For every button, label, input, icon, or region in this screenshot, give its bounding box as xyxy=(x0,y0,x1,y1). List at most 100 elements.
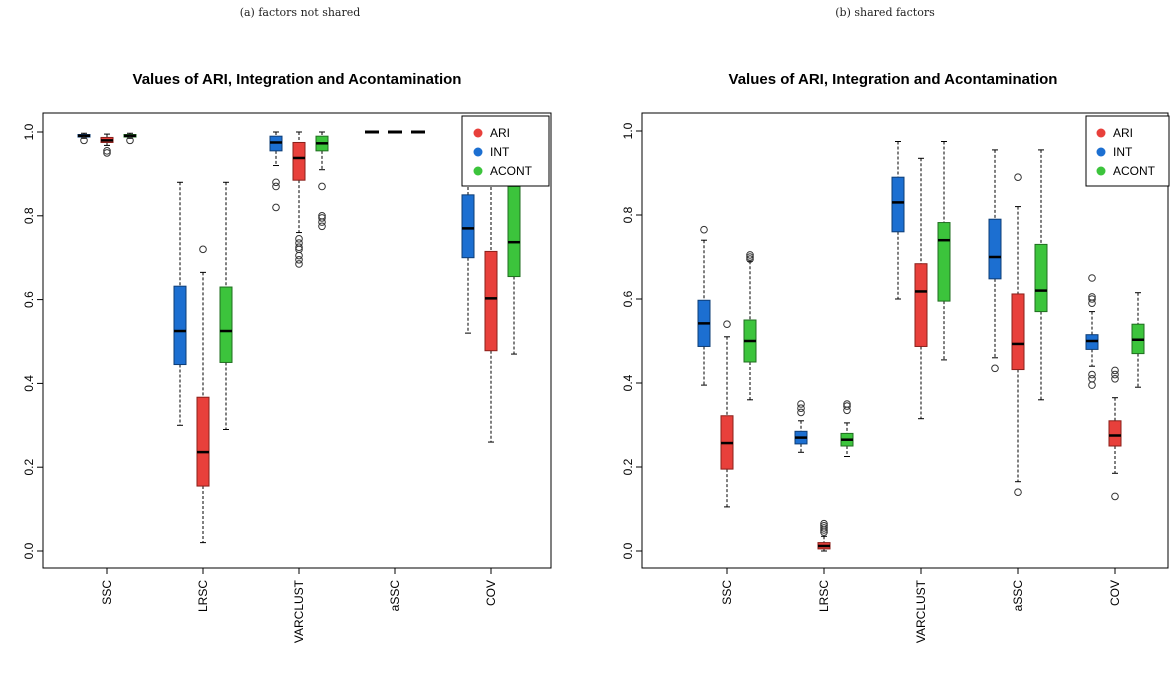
y-tick-label: 0.8 xyxy=(621,206,635,223)
y-tick-label: 0.6 xyxy=(22,291,36,308)
title-b: Values of ARI, Integration and Acontamin… xyxy=(729,71,1058,88)
box-int-varclust xyxy=(891,141,905,300)
legend-a: ARI INT ACONT xyxy=(461,115,550,187)
box-ari-cov xyxy=(484,131,498,443)
box-acont-varclust xyxy=(315,131,329,231)
outlier-point xyxy=(1088,293,1096,301)
outlier-point xyxy=(746,253,754,261)
legend-label-acont: ACONT xyxy=(1113,164,1156,178)
box-acont-varclust xyxy=(937,141,951,361)
y-tick-label: 1.0 xyxy=(22,123,36,140)
outlier-point xyxy=(295,251,303,260)
outlier-point xyxy=(1088,381,1096,389)
plot-frame-a xyxy=(42,112,552,569)
x-tick-label: aSSC xyxy=(388,580,402,612)
outlier-point xyxy=(1088,295,1096,303)
outlier-point xyxy=(272,182,280,191)
panel-a: (a) factors not shared Values of ARI, In… xyxy=(22,6,552,643)
outlier-point xyxy=(991,364,999,373)
outlier-point xyxy=(797,400,805,408)
y-tick-label: 0.4 xyxy=(22,375,36,392)
box-acont-lrsc xyxy=(219,181,233,430)
outlier-point xyxy=(199,245,207,254)
plot-frame-b xyxy=(641,112,1169,569)
legend-label-int: INT xyxy=(1113,145,1133,159)
x-tick-label: LRSC xyxy=(817,580,831,612)
x-tick-label: LRSC xyxy=(196,580,210,612)
x-tick-label: VARCLUST xyxy=(914,579,928,643)
x-tick-label: VARCLUST xyxy=(292,579,306,643)
outlier-point xyxy=(1111,492,1119,501)
outlier-point xyxy=(103,149,111,157)
outlier-point xyxy=(820,524,828,532)
outlier-point xyxy=(700,225,708,234)
box-acont-cov xyxy=(1131,292,1145,388)
outlier-point xyxy=(295,255,303,264)
iqr-box xyxy=(1011,293,1025,371)
box-ari-lrsc xyxy=(196,245,210,544)
y-tick-label: 0.6 xyxy=(621,290,635,307)
x-axis-b: SSC LRSC VARCLUST aSSC COV xyxy=(720,568,1122,643)
outlier-point xyxy=(797,404,805,413)
caption-b: (b) shared factors xyxy=(835,6,935,19)
box-ari-ssc xyxy=(720,320,734,508)
outlier-point xyxy=(1088,375,1096,383)
outlier-point xyxy=(820,519,828,528)
legend-label-acont: ACONT xyxy=(490,164,533,178)
iqr-box xyxy=(891,176,905,233)
boxes-a xyxy=(77,130,521,544)
outlier-point xyxy=(843,402,851,410)
iqr-box xyxy=(937,222,951,302)
outlier-point xyxy=(295,243,303,252)
outlier-point xyxy=(723,320,731,329)
legend-b: ARI INT ACONT xyxy=(1085,115,1170,187)
box-int-assc xyxy=(988,149,1002,373)
outlier-point xyxy=(1111,375,1119,383)
iqr-box xyxy=(914,263,928,347)
box-ari-assc xyxy=(1011,173,1025,497)
iqr-box xyxy=(507,185,521,278)
box-ari-varclust xyxy=(292,131,306,268)
outlier-point xyxy=(126,136,134,145)
y-axis-b: 0.0 0.2 0.4 0.6 0.8 1.0 xyxy=(621,122,642,559)
outlier-point xyxy=(295,235,303,243)
iqr-box xyxy=(1034,243,1048,313)
box-int-lrsc xyxy=(794,400,808,453)
x-tick-label: SSC xyxy=(100,580,114,605)
outlier-point xyxy=(318,182,326,191)
box-int-cov xyxy=(1085,274,1099,389)
legend-label-int: INT xyxy=(490,145,510,159)
legend-dot-ari xyxy=(1096,128,1106,138)
iqr-box xyxy=(219,286,233,363)
y-tick-label: 0.8 xyxy=(22,207,36,224)
x-axis-a: SSC LRSC VARCLUST aSSC COV xyxy=(100,568,498,643)
outlier-point xyxy=(318,214,326,222)
outlier-point xyxy=(1088,274,1096,282)
y-tick-label: 0.4 xyxy=(621,374,635,391)
box-ari-lrsc xyxy=(817,519,831,552)
title-a: Values of ARI, Integration and Acontamin… xyxy=(133,71,462,88)
caption-a: (a) factors not shared xyxy=(240,6,361,19)
box-int-lrsc xyxy=(173,181,187,426)
legend-label-ari: ARI xyxy=(490,126,510,140)
legend-dot-ari xyxy=(473,128,483,138)
box-int-varclust xyxy=(269,131,283,212)
outlier-point xyxy=(1111,366,1119,375)
iqr-box xyxy=(196,396,210,487)
legend-dot-int xyxy=(1096,147,1106,157)
box-acont-lrsc xyxy=(840,400,854,457)
outlier-point xyxy=(820,522,828,530)
box-acont-assc xyxy=(1034,149,1048,401)
box-int-ssc xyxy=(697,225,711,386)
outlier-point xyxy=(80,136,88,145)
outlier-point xyxy=(746,251,754,259)
panel-b: (b) shared factors Values of ARI, Integr… xyxy=(621,6,1170,643)
iqr-box xyxy=(988,218,1002,280)
outlier-point xyxy=(318,222,326,231)
box-ari-cov xyxy=(1108,366,1122,501)
y-tick-label: 0.0 xyxy=(621,542,635,559)
y-tick-label: 0.2 xyxy=(22,459,36,476)
outlier-point xyxy=(797,408,805,417)
x-tick-label: SSC xyxy=(720,580,734,605)
outlier-point xyxy=(295,239,303,247)
